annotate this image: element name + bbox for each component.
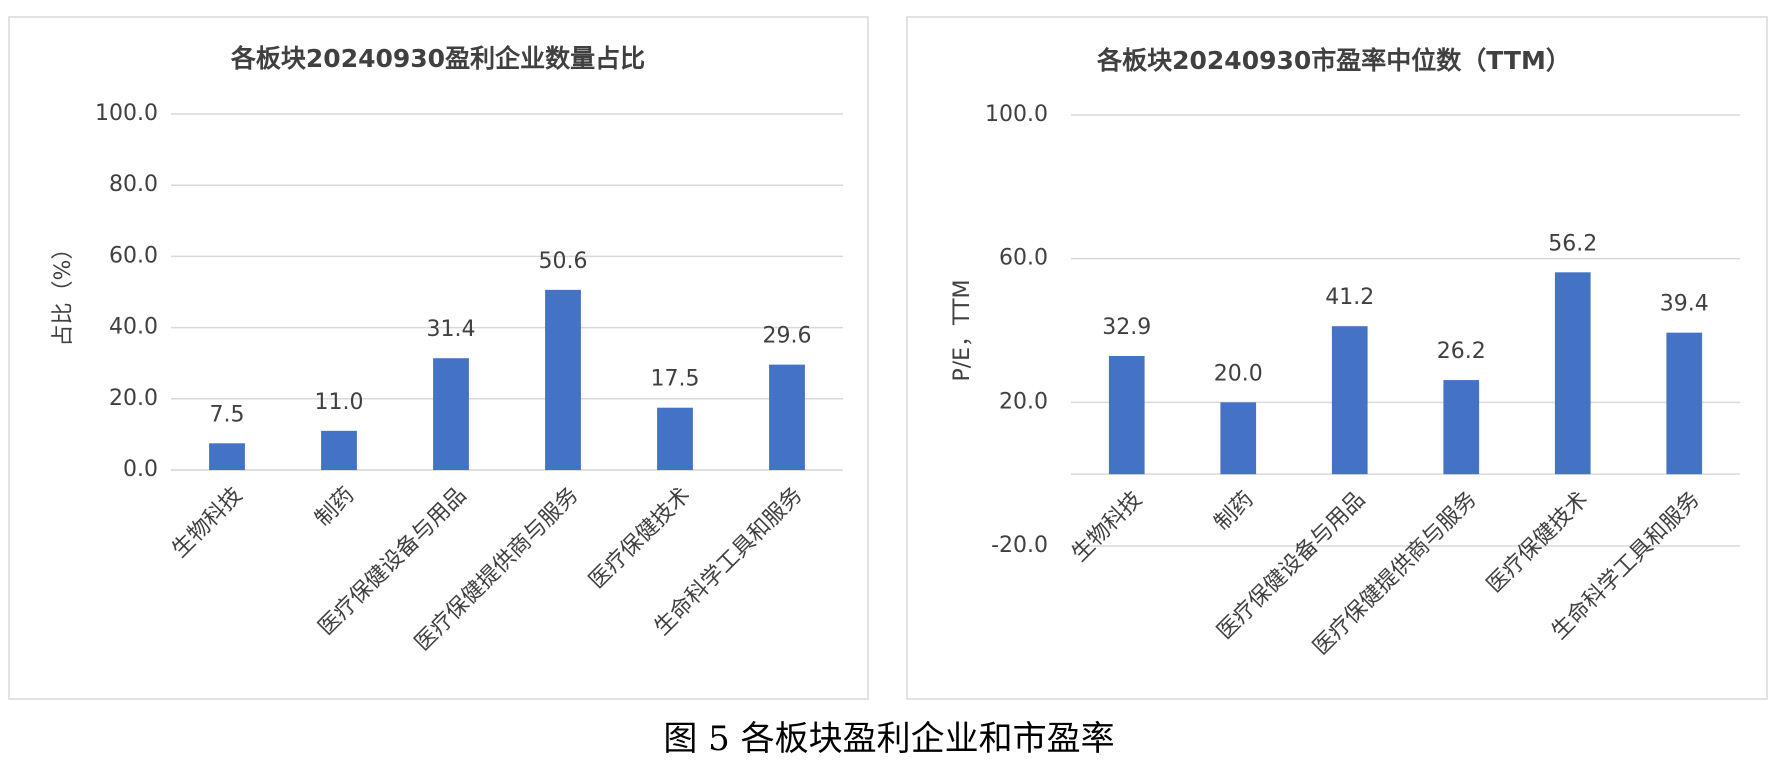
bar — [1331, 326, 1368, 475]
y-tick-label: 100.0 — [95, 101, 158, 126]
y-tick-label: 80.0 — [109, 172, 158, 197]
bar — [209, 443, 245, 470]
bar — [1108, 356, 1145, 475]
data-label: 56.2 — [1548, 231, 1597, 256]
data-label: 31.4 — [427, 317, 476, 342]
bar — [1666, 332, 1703, 475]
bar — [769, 364, 805, 470]
chart-title: 各板块20240930市盈率中位数（TTM） — [1096, 46, 1571, 75]
data-label: 26.2 — [1437, 339, 1486, 364]
y-tick-label: -20.0 — [991, 533, 1048, 558]
data-label: 41.2 — [1325, 285, 1374, 310]
data-label: 29.6 — [763, 324, 812, 349]
bar — [545, 289, 581, 470]
y-tick-label: 20.0 — [999, 389, 1048, 414]
data-label: 32.9 — [1102, 315, 1151, 340]
bar — [433, 358, 469, 470]
bar — [1554, 272, 1591, 475]
bar — [321, 430, 357, 470]
bar — [1443, 380, 1480, 475]
data-label: 11.0 — [315, 390, 364, 415]
y-axis-label: P/E，TTM — [950, 279, 975, 381]
data-label: 17.5 — [651, 367, 700, 392]
panel — [8, 16, 869, 700]
bar — [657, 407, 693, 470]
caption: 图 5 各板块盈利企业和市盈率 — [663, 719, 1114, 759]
data-label: 50.6 — [539, 249, 588, 274]
data-label: 39.4 — [1660, 292, 1709, 317]
data-label: 7.5 — [210, 402, 245, 427]
bar — [1220, 402, 1257, 475]
y-tick-label: 60.0 — [999, 246, 1048, 271]
y-tick-label: 100.0 — [985, 102, 1048, 127]
y-axis-label: 占比（%） — [51, 238, 76, 347]
data-label: 20.0 — [1214, 361, 1263, 386]
y-tick-label: 40.0 — [109, 315, 158, 340]
y-tick-label: 20.0 — [109, 386, 158, 411]
y-tick-label: 0.0 — [123, 457, 158, 482]
y-tick-label: 60.0 — [109, 243, 158, 268]
chart-title: 各板块20240930盈利企业数量占比 — [230, 44, 645, 73]
